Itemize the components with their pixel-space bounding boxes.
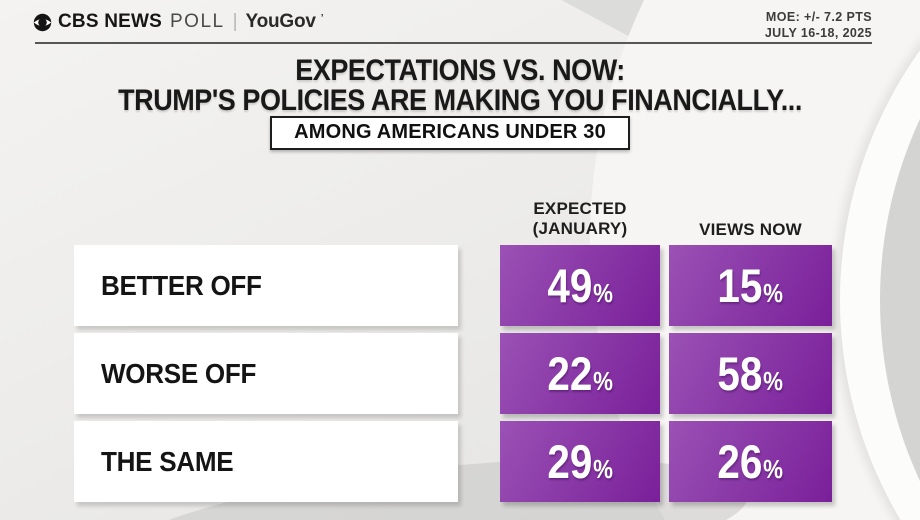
value-text: 49 % — [547, 262, 613, 309]
row-label-worse-off: WORSE OFF — [74, 333, 458, 414]
column-header-views-now: VIEWS NOW — [699, 220, 802, 239]
percent-sign: % — [763, 366, 784, 396]
value-number: 29 — [547, 435, 593, 488]
title-line-1: EXPECTATIONS VS. NOW: — [295, 54, 625, 87]
header-divider-line — [35, 42, 872, 44]
value-cell-better-off-now: 15 % — [669, 245, 832, 326]
value-text: 58 % — [718, 350, 784, 397]
percent-sign: % — [592, 454, 613, 484]
yougov-apostrophe: ’ — [320, 13, 324, 24]
value-cell-the-same-now: 26 % — [669, 421, 832, 502]
percent-sign: % — [592, 366, 613, 396]
poll-wordmark: POLL — [170, 11, 225, 32]
moe-line-1: MOE: +/- 7.2 PTS — [765, 10, 872, 24]
value-number: 49 — [547, 259, 593, 312]
percent-sign: % — [763, 454, 784, 484]
row-label-text: BETTER OFF — [101, 269, 262, 301]
value-cell-worse-off-now: 58 % — [669, 333, 832, 414]
cbs-news-wordmark: CBS NEWS — [58, 11, 162, 32]
cbs-eye-icon — [33, 13, 52, 32]
percent-sign: % — [763, 278, 784, 308]
brand-bar: CBS NEWS POLL | YouGov ’ — [33, 11, 324, 33]
title-line-2: TRUMP'S POLICIES ARE MAKING YOU FINANCIA… — [118, 84, 802, 117]
yougov-wordmark: YouGov — [245, 11, 316, 32]
value-cell-the-same-expected: 29 % — [500, 421, 660, 502]
page-title: EXPECTATIONS VS. NOW: TRUMP'S POLICIES A… — [0, 56, 920, 116]
row-label-text: WORSE OFF — [101, 357, 257, 389]
row-label-text: THE SAME — [101, 445, 234, 477]
value-number: 26 — [717, 435, 763, 488]
value-number: 15 — [717, 259, 763, 312]
percent-sign: % — [592, 278, 613, 308]
column-header-expected-line-1: EXPECTED — [533, 199, 627, 218]
value-text: 29 % — [547, 438, 613, 485]
subtitle-row: AMONG AMERICANS UNDER 30 — [0, 116, 900, 150]
column-header-expected-line-2: (JANUARY) — [532, 219, 628, 239]
subtitle-badge: AMONG AMERICANS UNDER 30 — [270, 116, 630, 150]
value-number: 58 — [717, 347, 763, 400]
moe-note: MOE: +/- 7.2 PTS JULY 16-18, 2025 — [765, 9, 872, 42]
row-label-the-same: THE SAME — [74, 421, 458, 502]
moe-line-2: JULY 16-18, 2025 — [764, 26, 872, 41]
value-cell-better-off-expected: 49 % — [500, 245, 660, 326]
value-text: 26 % — [718, 438, 784, 485]
value-text: 22 % — [547, 350, 613, 397]
value-text: 15 % — [718, 262, 784, 309]
column-header-expected: EXPECTED (JANUARY) — [500, 199, 660, 239]
value-cell-worse-off-expected: 22 % — [500, 333, 660, 414]
brand-divider: | — [232, 11, 238, 32]
row-label-better-off: BETTER OFF — [74, 245, 458, 326]
value-number: 22 — [547, 347, 593, 400]
